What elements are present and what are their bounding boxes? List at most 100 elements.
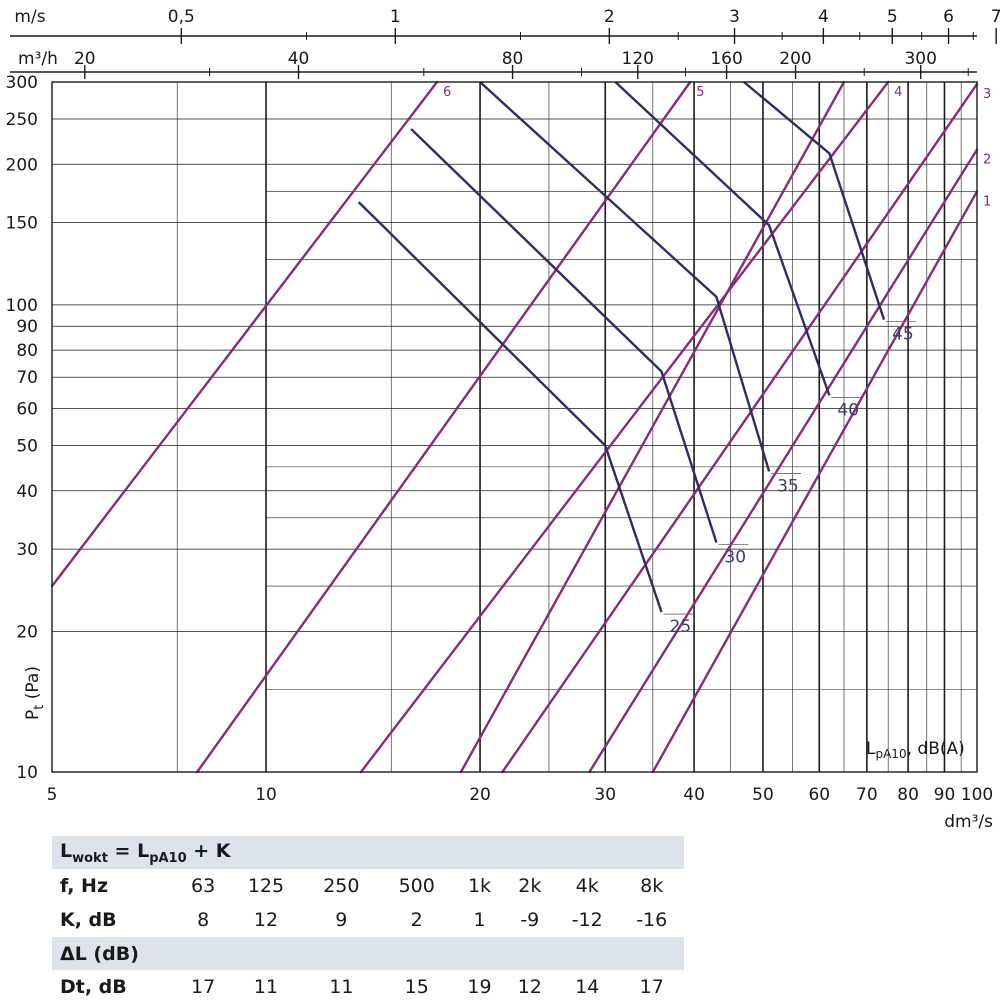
y-tick-label: 80 [16,341,38,361]
y-tick-label: 20 [16,622,38,642]
x-tick-label: 60 [808,785,830,805]
system-line [588,148,979,774]
dt-cell: 12 [517,976,542,998]
top-axis-m3h-unit: m³/h [18,49,58,69]
system-line-label: 6 [443,85,451,100]
freq-cell: 500 [398,875,435,897]
top-axis-m3h-label: 20 [74,49,96,69]
system-line [195,80,692,774]
y-tick-label: 200 [6,155,38,175]
x-tick-label: 5 [47,785,58,805]
k-cell: 2 [410,909,423,931]
top-axis-ms-label: 5 [887,7,898,27]
plot-grid [51,81,978,773]
k-cell: -9 [520,909,540,931]
y-tick-label: 50 [16,436,38,456]
sound-level-curve [410,128,718,543]
system-line-label: 4 [894,85,902,100]
system-line-label: 5 [696,85,704,100]
top-axis-ms-label: 4 [818,7,829,27]
top-axis-ms-label: 6 [943,7,954,27]
x-tick-label: 90 [934,785,956,805]
system-line [50,80,439,588]
system-line [501,82,979,774]
y-tick-label: 250 [6,110,38,130]
y-tick-label: 300 [6,73,38,93]
sound-level-label: 40 [837,400,859,420]
dt-label: Dt, dB [60,976,127,998]
x-tick-label: 80 [897,785,919,805]
freq-cell: 1k [467,875,492,897]
x-tick-label: 10 [255,785,277,805]
k-cell: 1 [473,909,486,931]
freq-cell: 250 [323,875,360,897]
dt-cell: 19 [467,976,492,998]
top-axis-ms-label: 1 [390,7,401,27]
y-tick-label: 100 [6,296,38,316]
y-tick-label: 70 [16,368,38,388]
y-tick-label: 30 [16,540,38,560]
top-axis-ms-unit: m/s [14,7,45,27]
curve-label-title: LpA10, dB(A) [866,739,965,761]
k-cell: -12 [571,909,603,931]
plot-lines [50,80,979,774]
y-axis-title: Pt (Pa) [23,666,47,720]
freq-cell: 63 [191,875,216,897]
sound-level-label: 35 [777,476,799,496]
freq-cell: 2k [518,875,542,897]
dt-cell: 14 [575,976,600,998]
sound-level-curve [743,81,886,320]
k-row: K, dB 8 12 9 2 1 -9 -12 -16 [52,903,684,937]
sound-level-curve [479,81,771,472]
system-line-label: 2 [983,153,991,168]
sound-correction-table: Lwokt = LpA10 + K f, Hz 63 125 250 500 1… [52,836,684,1004]
dt-cell: 17 [191,976,216,998]
sound-level-curve [357,201,663,613]
sound-level-label: 30 [724,547,746,567]
top-axis-m3h-label: 160 [710,49,742,69]
x-tick-label: 40 [683,785,705,805]
dt-cell: 11 [253,976,279,998]
top-axis-m3h-label: 40 [288,49,310,69]
x-unit-label: dm³/s [944,812,993,830]
top-axis-m3h-label: 300 [904,49,936,69]
k-label: K, dB [60,909,117,931]
x-tick-label: 20 [469,785,491,805]
top-axis-ms-label: 2 [604,7,615,27]
top-axis-m3h-label: 200 [779,49,811,69]
system-line [651,190,979,774]
x-tick-label: 30 [594,785,616,805]
top-axis-m3h-label: 80 [502,49,524,69]
freq-cell: 8k [640,875,664,897]
y-tick-label: 60 [16,400,38,420]
fan-performance-chart: 5 10 20 30 40 50 60 70 80 90 100dm³/s1020304050607… [6,7,1000,830]
freq-label: f, Hz [60,875,109,897]
x-tick-label: 70 [856,785,878,805]
sound-level-label: 45 [892,325,914,345]
system-line-label: 1 [983,194,991,209]
dt-cell: 15 [404,976,429,998]
freq-cell: 125 [247,875,285,897]
delta-row: ΔL (dB) [52,937,684,970]
y-tick-label: 90 [16,317,38,337]
k-cell: 12 [253,909,279,931]
y-tick-label: 150 [6,214,38,234]
delta-cell: ΔL (dB) [52,937,684,970]
formula-cell: Lwokt = LpA10 + K [52,836,684,869]
k-cell: 9 [335,909,348,931]
system-line [359,80,890,774]
sound-level-curve [614,81,831,396]
top-axis-ms-label: 7 [991,7,1000,27]
x-tick-label: 100 [961,785,993,805]
x-tick-label: 50 [752,785,774,805]
sound-level-label: 25 [670,617,692,637]
dt-cell: 17 [639,976,664,998]
y-tick-label: 10 [16,763,38,783]
freq-row: f, Hz 63 125 250 500 1k 2k 4k 8k [52,869,684,903]
top-axis-m3h-label: 120 [622,49,654,69]
k-cell: -16 [636,909,668,931]
freq-cell: 4k [575,875,599,897]
plot-axes: 5 10 20 30 40 50 60 70 80 90 100dm³/s1020304050607… [6,7,1000,830]
system-line [459,80,846,774]
